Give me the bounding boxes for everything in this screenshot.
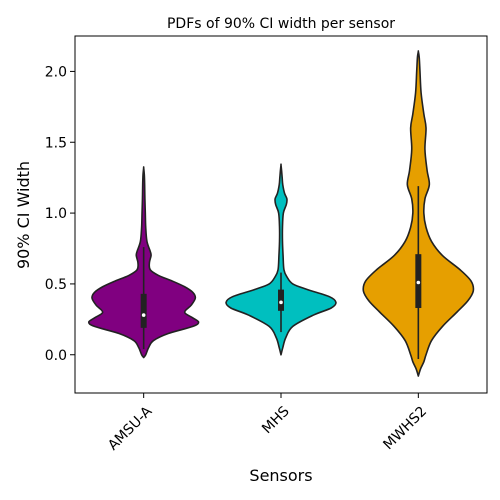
median-point-amsu-a bbox=[141, 313, 146, 317]
median-point-mwhs2 bbox=[416, 280, 421, 285]
y-tick-label: 1.0 bbox=[45, 206, 67, 222]
x-tick-label: MWHS2 bbox=[380, 403, 430, 453]
chart-title: PDFs of 90% CI width per sensor bbox=[167, 16, 395, 32]
x-axis: AMSU-A MHS MWHS2 bbox=[105, 393, 430, 454]
y-tick-label: 1.5 bbox=[45, 135, 67, 151]
x-tick-label: AMSU-A bbox=[105, 403, 156, 454]
median-point-mhs bbox=[279, 300, 283, 305]
plot-area bbox=[87, 50, 475, 377]
violin-mhs bbox=[225, 163, 337, 356]
y-tick-label: 0.0 bbox=[45, 348, 67, 364]
x-axis-label: Sensors bbox=[249, 466, 312, 485]
y-axis-label: 90% CI Width bbox=[14, 161, 33, 269]
iqr-box-amsu-a bbox=[140, 293, 147, 328]
y-axis: 0.0 0.5 1.0 1.5 2.0 bbox=[45, 64, 75, 364]
y-tick-label: 0.5 bbox=[45, 277, 67, 293]
x-tick-label: MHS bbox=[259, 403, 293, 437]
y-tick-label: 2.0 bbox=[45, 64, 67, 80]
iqr-box-mhs bbox=[278, 289, 284, 311]
